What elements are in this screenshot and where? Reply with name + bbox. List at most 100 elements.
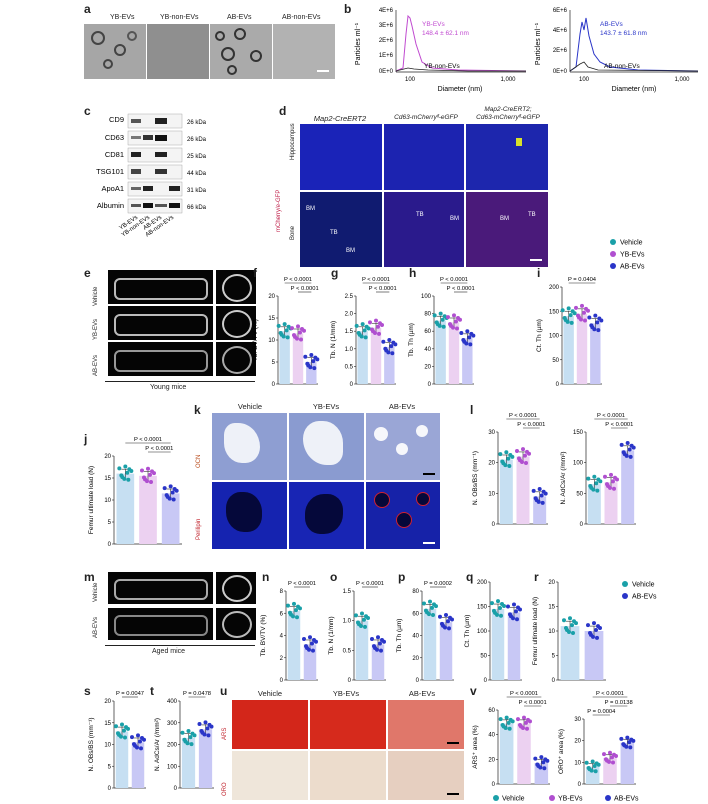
data-point xyxy=(593,313,598,318)
kda-label: 26 kDa xyxy=(187,120,207,126)
panel-label-e: e xyxy=(84,266,91,280)
legend-label: AB-EVs xyxy=(620,264,645,271)
data-point xyxy=(354,323,359,328)
data-point xyxy=(508,717,513,722)
data-point xyxy=(374,318,378,323)
y-tick-label: 15 xyxy=(548,605,555,611)
chart-h: Tb. Th (µm) 0 20 40 60 80 100 P < 0.0001 P < 0.0… xyxy=(408,277,476,388)
data-point xyxy=(574,305,578,310)
data-point xyxy=(566,306,571,311)
data-point xyxy=(515,449,519,454)
y-tick-label: 20 xyxy=(412,656,419,662)
data-point xyxy=(203,720,208,725)
data-point xyxy=(521,726,525,731)
data-point xyxy=(588,630,592,635)
data-point xyxy=(591,487,596,492)
data-point xyxy=(627,740,632,745)
y-tick-label: 0 xyxy=(280,678,284,684)
data-point xyxy=(124,725,128,730)
panel-d-header-2: Cd63-mCherryᶠˡ-eGFP xyxy=(394,114,458,121)
bar xyxy=(357,331,368,384)
data-point xyxy=(605,482,609,487)
chart-l2: N. AdCs/Ar (/mm²) 0 50 100 150 P < 0.0001 P < … xyxy=(560,413,636,528)
data-point xyxy=(313,355,318,360)
data-point xyxy=(628,745,633,750)
region-label: BM xyxy=(450,216,459,222)
panel-label-k: k xyxy=(194,403,201,417)
y-tick-label: 0 xyxy=(492,522,496,528)
y-axis-label: Tb. N (1/mm) xyxy=(328,616,335,654)
data-point xyxy=(568,313,573,318)
data-point xyxy=(539,493,544,498)
y-tick-label: 0 xyxy=(580,522,584,528)
data-point xyxy=(508,612,512,617)
region-label: BM xyxy=(500,216,509,222)
data-point xyxy=(542,766,547,771)
y-tick-label: 40 xyxy=(488,733,495,739)
p-value-label: P < 0.0001 xyxy=(517,422,545,428)
data-point xyxy=(305,361,310,366)
y-tick-label: 10 xyxy=(574,760,581,766)
data-point xyxy=(579,317,583,322)
bar xyxy=(499,459,513,524)
data-point xyxy=(518,723,522,728)
d-hippocampus-cre-cd63 xyxy=(466,124,548,190)
data-point xyxy=(360,611,364,616)
p-value-label: P < 0.0001 xyxy=(362,277,390,283)
data-point xyxy=(568,616,572,621)
band xyxy=(155,118,167,124)
panel-e-caption: Young mice xyxy=(150,384,187,391)
panel-d-images: BM TB BM TB BM BM TB xyxy=(300,124,548,267)
panel-u-row-oro: ORO xyxy=(222,782,228,796)
tem-image-ab-non-evs xyxy=(273,24,335,79)
data-point xyxy=(490,601,494,606)
data-point xyxy=(383,346,388,351)
data-point xyxy=(612,486,616,491)
y-tick-label: 0 xyxy=(350,382,354,388)
nta-right-ytick: 2E+6 xyxy=(553,48,568,54)
panel-u-header: AB-EVs xyxy=(408,689,436,698)
y-tick-label: 100 xyxy=(477,629,488,635)
y-tick-label: 8 xyxy=(280,589,284,595)
y-tick-label: 30 xyxy=(574,717,581,723)
bar xyxy=(499,723,514,784)
y-tick-label: 10 xyxy=(104,743,111,749)
y-tick-label: 50 xyxy=(552,358,559,364)
y-axis-label: Femur ultimate load (N) xyxy=(88,466,95,534)
p-value-label: P < 0.0001 xyxy=(605,422,633,428)
data-point xyxy=(164,493,169,498)
data-point xyxy=(596,328,601,333)
panel-k-row-perilipin: Perilipin xyxy=(196,518,202,540)
data-point xyxy=(126,477,131,482)
data-point xyxy=(390,351,395,356)
data-point xyxy=(526,717,530,722)
data-point xyxy=(130,735,134,740)
chart-v2: ORO⁺ area (%) 0 10 20 30 P < 0.0001 P = 0.0138… xyxy=(558,691,636,788)
panel-d-row-label-bone: Bone xyxy=(290,225,296,240)
data-point xyxy=(370,327,374,332)
data-point xyxy=(380,637,384,642)
data-point xyxy=(376,635,380,640)
data-point xyxy=(461,338,466,342)
data-point xyxy=(139,746,143,751)
y-axis-label: Ct. Th (µm) xyxy=(536,319,543,352)
data-point xyxy=(282,322,287,327)
data-point xyxy=(386,350,391,355)
y-axis-label: ORO⁺ area (%) xyxy=(558,729,565,774)
data-point xyxy=(119,734,123,739)
data-point xyxy=(444,613,448,618)
p-value-label: P < 0.0001 xyxy=(291,286,319,292)
y-tick-label: 5 xyxy=(272,360,276,366)
u-oro-vehicle xyxy=(232,751,308,800)
y-tick-label: 60 xyxy=(424,329,431,335)
panel-e-images xyxy=(108,270,258,378)
nta-right-ytick: 6E+6 xyxy=(553,8,568,14)
data-point xyxy=(122,728,126,733)
data-point xyxy=(167,496,172,501)
data-point xyxy=(281,334,286,339)
kda-label: 26 kDa xyxy=(187,137,207,143)
band xyxy=(131,204,141,207)
data-point xyxy=(391,340,396,345)
y-tick-label: 10 xyxy=(488,491,495,497)
data-point xyxy=(506,456,511,461)
